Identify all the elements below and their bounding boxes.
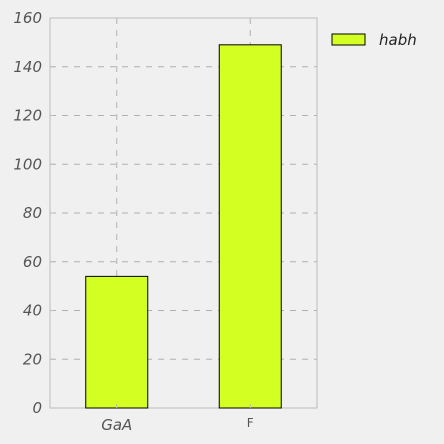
x-axis-ticks: GaA F: [101, 404, 254, 434]
legend: habh: [331, 31, 417, 49]
y-axis-ticks: 0 20 40 60 80 100 120 140 160: [13, 9, 54, 417]
y-tick-label: 140: [13, 58, 42, 76]
y-tick-label: 40: [23, 302, 42, 320]
x-tick-label: F: [247, 416, 254, 430]
bars: [85, 44, 282, 409]
y-tick-label: 100: [13, 155, 42, 173]
y-tick-label: 20: [23, 350, 42, 368]
legend-swatch: [331, 33, 366, 46]
y-tick-label: 60: [23, 253, 42, 271]
y-tick-label: 120: [13, 107, 42, 125]
bar-GaA: [85, 275, 149, 409]
y-tick-label: 0: [32, 399, 42, 417]
legend-label: habh: [379, 31, 417, 49]
bar-F: [218, 44, 282, 409]
y-tick-label: 80: [23, 204, 42, 222]
x-tick-label: GaA: [101, 416, 132, 434]
y-tick-label: 160: [13, 9, 42, 27]
